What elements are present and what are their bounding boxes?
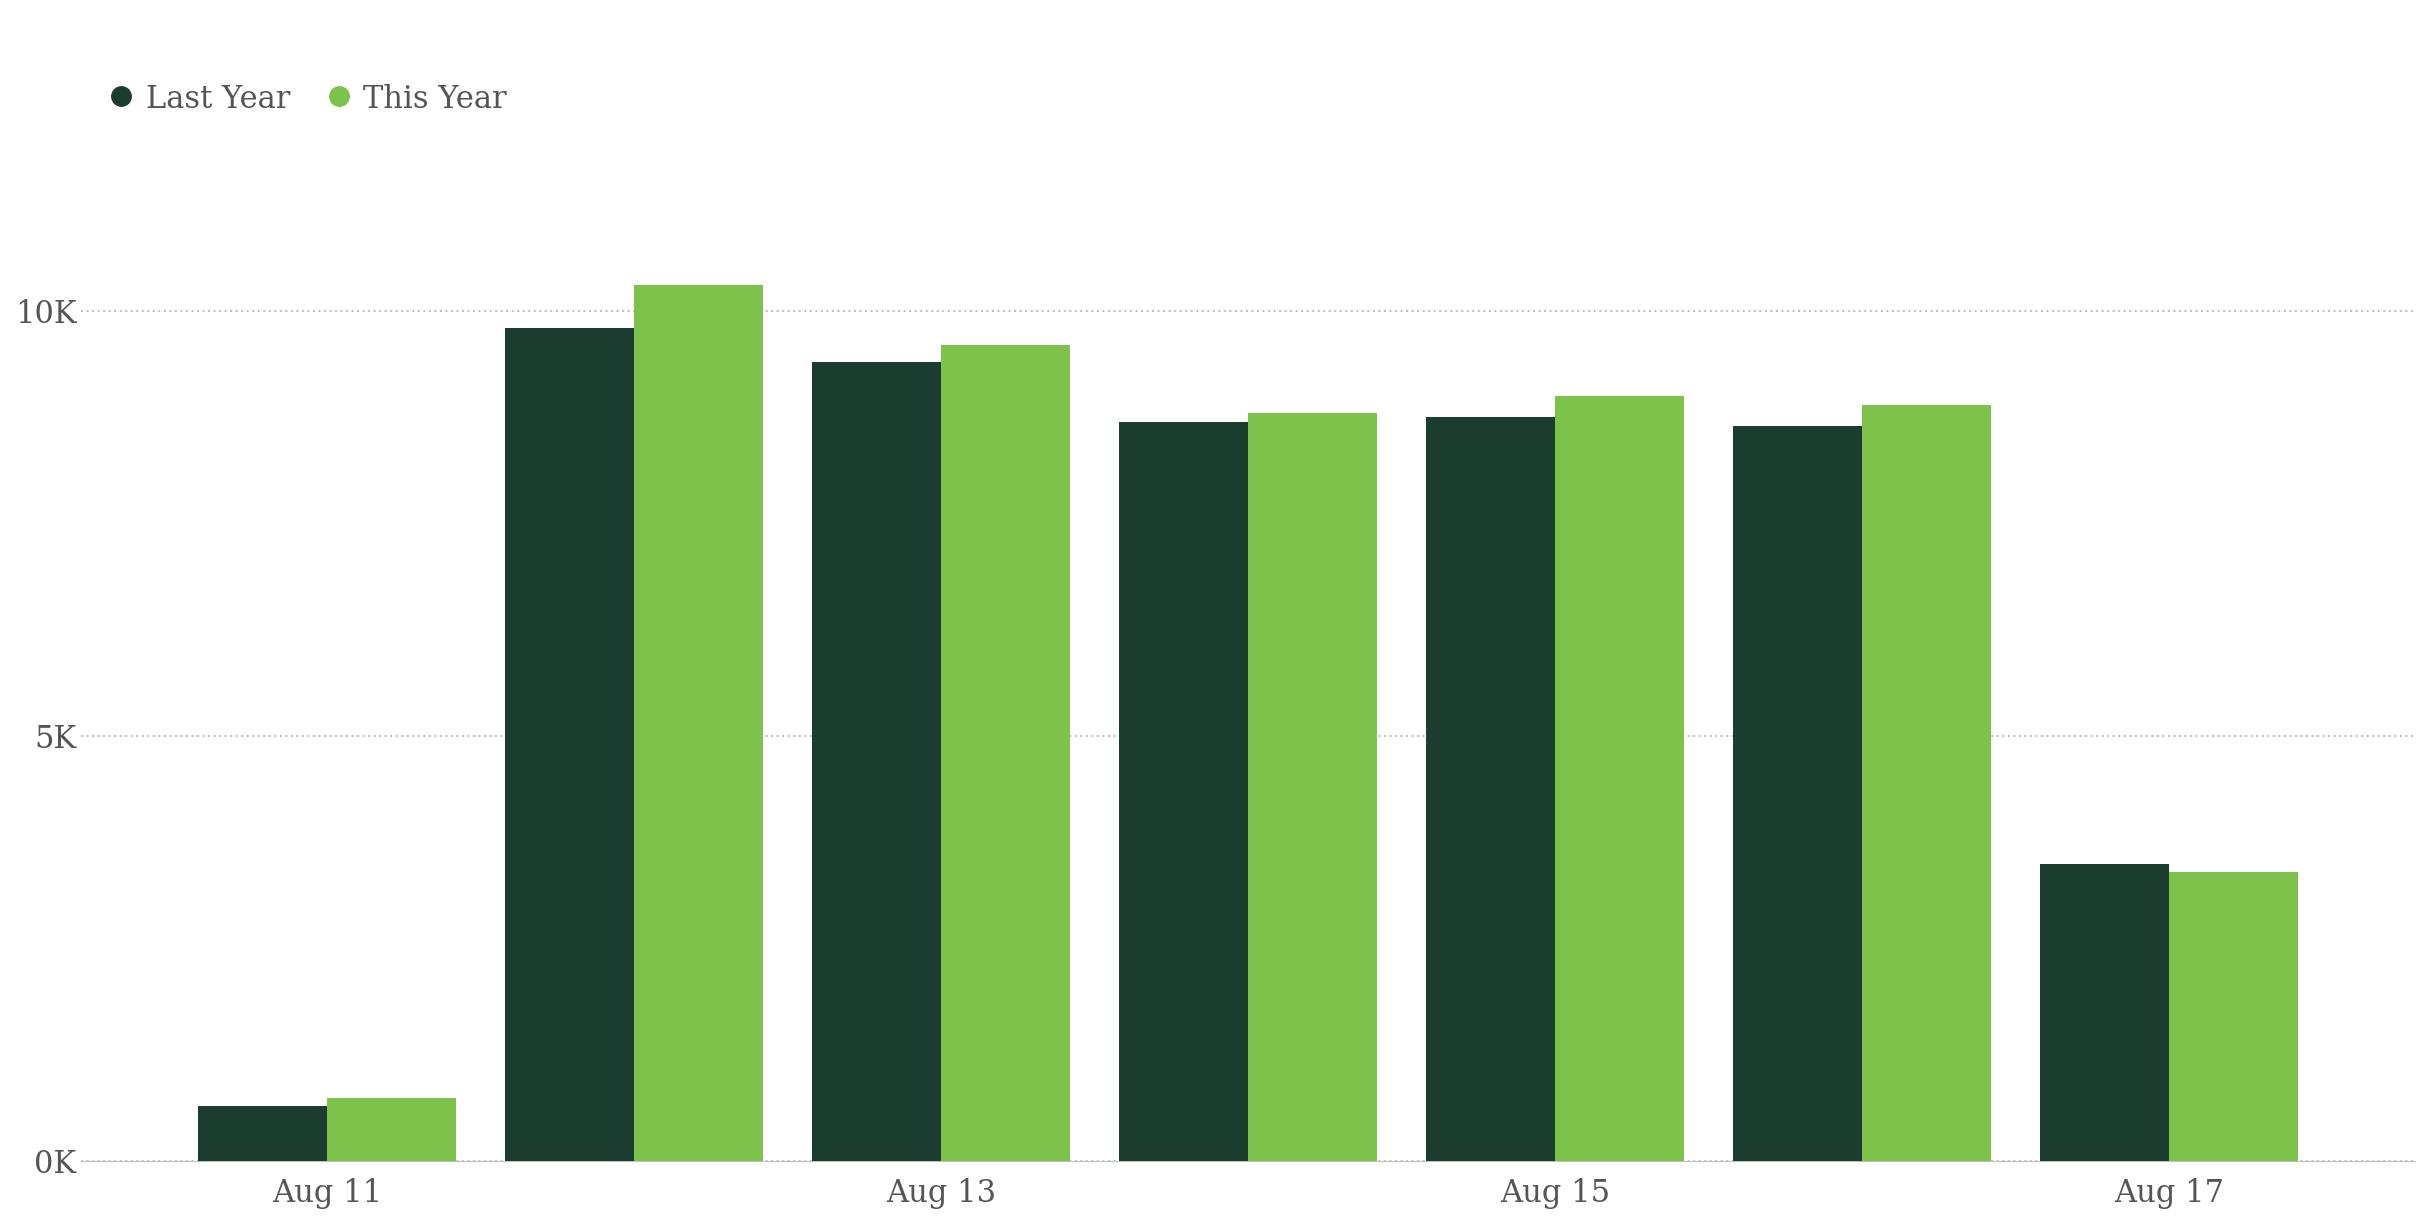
Bar bbox=[1733, 426, 1861, 1162]
Bar bbox=[812, 362, 940, 1162]
Bar bbox=[1249, 412, 1378, 1162]
Bar bbox=[2170, 873, 2299, 1162]
Bar bbox=[328, 1098, 457, 1162]
Bar bbox=[1426, 417, 1555, 1162]
Legend: Last Year, This Year: Last Year, This Year bbox=[97, 71, 520, 127]
Bar bbox=[1555, 397, 1684, 1162]
Bar bbox=[634, 285, 763, 1162]
Bar bbox=[940, 345, 1069, 1162]
Bar bbox=[505, 328, 634, 1162]
Bar bbox=[199, 1106, 328, 1162]
Bar bbox=[1120, 421, 1249, 1162]
Bar bbox=[2041, 864, 2170, 1162]
Bar bbox=[1861, 405, 1990, 1162]
